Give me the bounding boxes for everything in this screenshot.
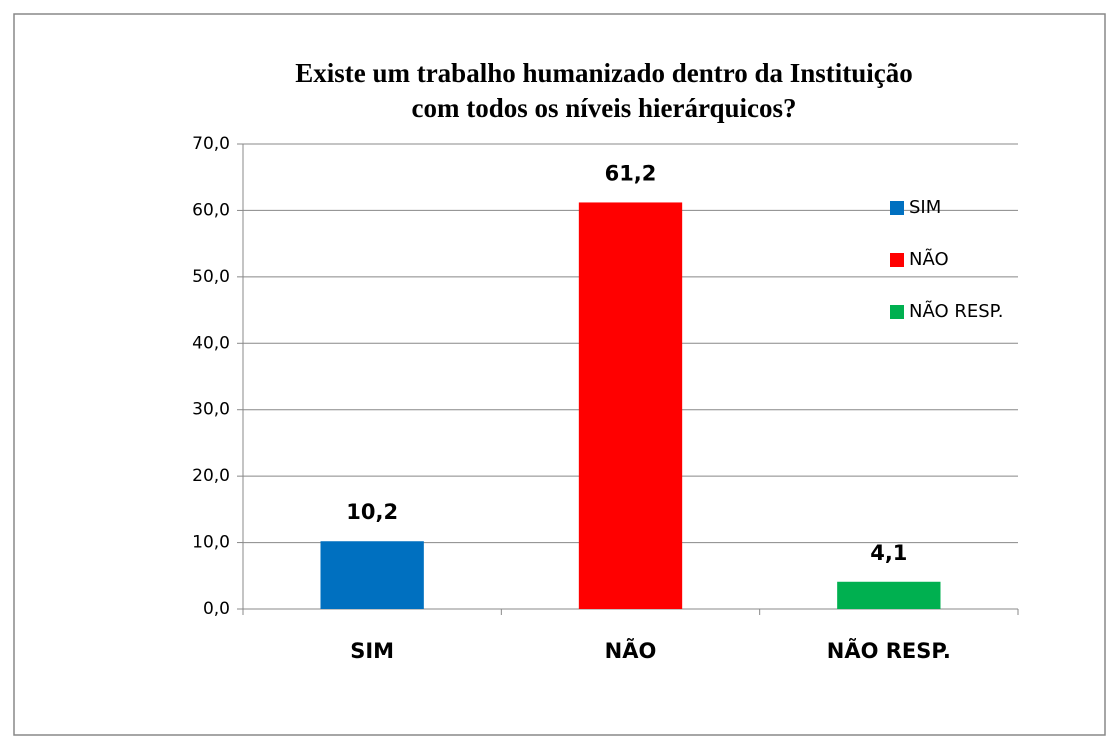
legend-label: NÃO RESP.: [909, 300, 1003, 322]
y-tick-label: 60,0: [192, 200, 230, 220]
y-tick-label: 30,0: [192, 400, 230, 420]
legend-label: SIM: [909, 197, 941, 218]
x-tick-label: SIM: [350, 639, 394, 663]
value-label: 10,2: [346, 500, 398, 524]
legend-label: NÃO: [909, 248, 949, 270]
y-tick-label: 0,0: [203, 599, 230, 619]
legend-swatch: [890, 253, 904, 267]
legend-swatch: [890, 305, 904, 319]
bar: [578, 202, 683, 609]
chart-title: com todos os níveis hierárquicos?: [411, 93, 796, 123]
value-label: 4,1: [870, 541, 907, 565]
chart-frame: [13, 13, 1106, 736]
y-tick-label: 40,0: [192, 333, 230, 353]
y-tick-label: 70,0: [192, 134, 230, 154]
y-tick-label: 10,0: [192, 533, 230, 553]
x-tick-label: NÃO: [605, 638, 657, 663]
bar: [837, 581, 941, 609]
y-tick-label: 50,0: [192, 267, 230, 287]
chart-title: Existe um trabalho humanizado dentro da …: [295, 58, 913, 88]
bar: [320, 541, 424, 609]
x-tick-label: NÃO RESP.: [827, 638, 951, 663]
value-label: 61,2: [605, 161, 657, 185]
y-tick-label: 20,0: [192, 466, 230, 486]
legend-swatch: [890, 201, 904, 215]
